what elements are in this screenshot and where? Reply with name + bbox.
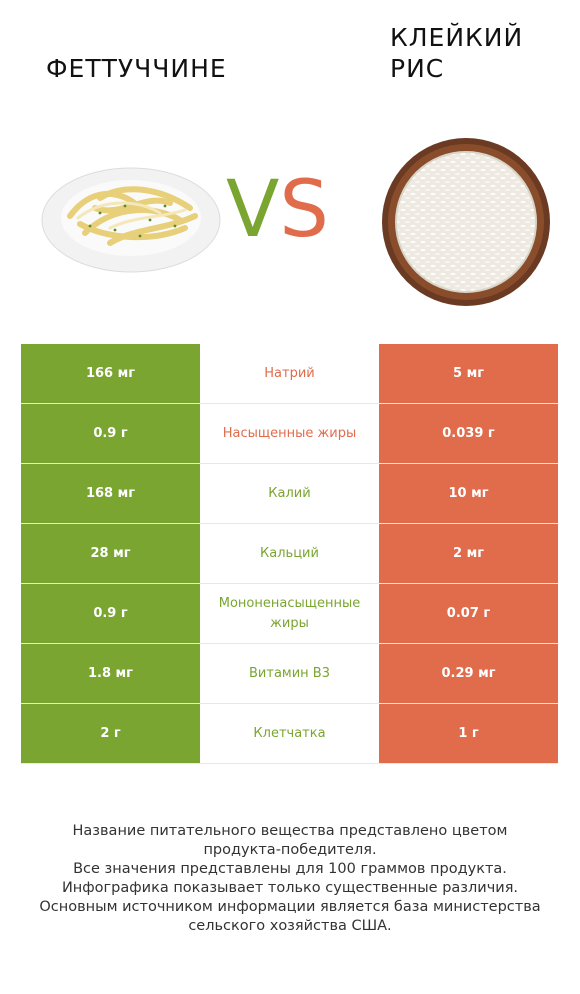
vs-s: S bbox=[279, 165, 329, 255]
left-value: 0.9 г bbox=[21, 583, 200, 644]
right-value: 2 мг bbox=[379, 523, 558, 584]
left-value: 168 мг bbox=[21, 463, 200, 524]
left-value: 1.8 мг bbox=[21, 643, 200, 704]
rice-bowl-image bbox=[382, 138, 550, 306]
nutrient-name: Витамин B3 bbox=[200, 643, 379, 704]
nutrient-name: Кальций bbox=[200, 523, 379, 584]
footer-line: сельского хозяйства США. bbox=[188, 918, 392, 934]
left-value: 166 мг bbox=[21, 344, 200, 404]
left-value: 2 г bbox=[21, 703, 200, 764]
product-right-title: КЛЕЙКИЙ РИС bbox=[390, 23, 524, 83]
nutrient-name: Клетчатка bbox=[200, 703, 379, 764]
footer-line: Все значения представлены для 100 граммо… bbox=[73, 861, 507, 877]
footer-line: Название питательного вещества представл… bbox=[72, 823, 508, 839]
nutrient-row: 28 мг Кальций 2 мг bbox=[21, 523, 558, 584]
comparison-table: 166 мг Натрий 5 мг 0.9 г Насыщенные жиры 0.03… bbox=[21, 344, 558, 764]
nutrient-row: 0.9 г Насыщенные жиры 0.039 г bbox=[21, 403, 558, 464]
left-value: 0.9 г bbox=[21, 403, 200, 464]
product-left-title: ФЕТТУЧЧИНЕ bbox=[46, 54, 227, 83]
nutrient-name: Натрий bbox=[200, 344, 379, 404]
vs-label: VS bbox=[226, 160, 329, 260]
right-value: 10 мг bbox=[379, 463, 558, 524]
footer-note: Название питательного вещества представл… bbox=[0, 822, 580, 936]
vs-v: V bbox=[226, 165, 280, 255]
right-value: 1 г bbox=[379, 703, 558, 764]
footer-line: Основным источником информации является … bbox=[39, 899, 541, 915]
nutrient-row: 168 мг Калий 10 мг bbox=[21, 463, 558, 524]
pasta-plate-image bbox=[41, 167, 221, 273]
right-value: 5 мг bbox=[379, 344, 558, 404]
nutrient-name: Калий bbox=[200, 463, 379, 524]
nutrient-row: 0.9 г Мононенасыщенные жиры 0.07 г bbox=[21, 583, 558, 644]
nutrient-name: Насыщенные жиры bbox=[200, 403, 379, 464]
left-value: 28 мг bbox=[21, 523, 200, 584]
right-value: 0.29 мг bbox=[379, 643, 558, 704]
right-value: 0.039 г bbox=[379, 403, 558, 464]
nutrient-row: 1.8 мг Витамин B3 0.29 мг bbox=[21, 643, 558, 704]
nutrient-row: 166 мг Натрий 5 мг bbox=[21, 344, 558, 404]
nutrient-name: Мононенасыщенные жиры bbox=[200, 583, 379, 644]
footer-line: Инфографика показывает только существенн… bbox=[61, 880, 519, 896]
nutrient-row: 2 г Клетчатка 1 г bbox=[21, 703, 558, 764]
right-value: 0.07 г bbox=[379, 583, 558, 644]
footer-line: продукта-победителя. bbox=[203, 842, 377, 858]
